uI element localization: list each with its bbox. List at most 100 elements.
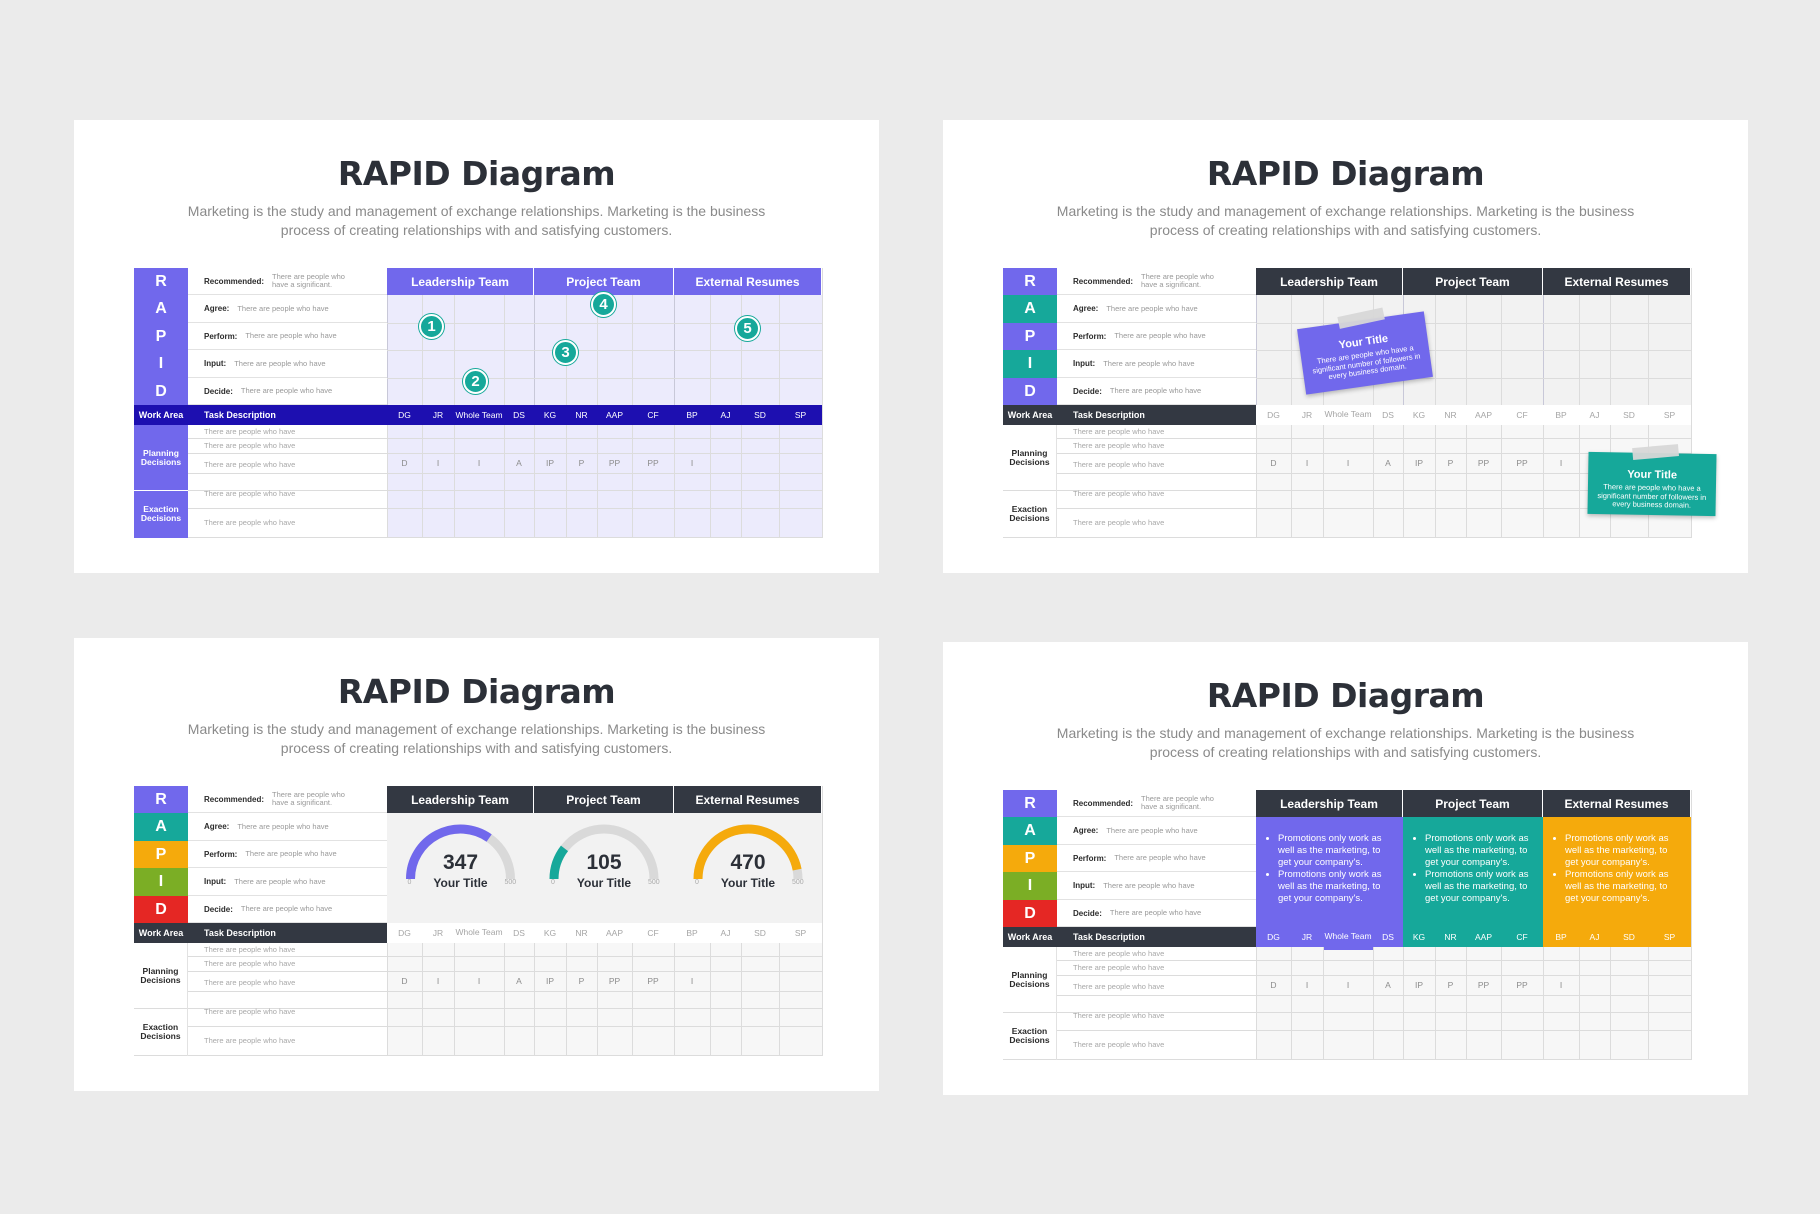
member-label: DS — [1373, 927, 1403, 947]
role-description: There are people who have — [1103, 880, 1195, 890]
slide-4[interactable]: RAPID Diagram Marketing is the study and… — [943, 642, 1748, 1095]
grid-line — [1403, 425, 1404, 538]
assignment-cell: I — [1305, 457, 1309, 468]
role-row: Perform: There are people who have — [1057, 845, 1256, 872]
assignment-cell: D — [401, 975, 408, 986]
member-label: AAP — [1474, 409, 1492, 420]
grid-line — [188, 438, 822, 439]
members-bar — [387, 405, 822, 425]
role-label: Perform: — [204, 331, 238, 341]
role-label: Agree: — [1073, 304, 1099, 313]
panel-bullets: Promotions only work as well as the mark… — [1278, 833, 1395, 905]
assignment-cell: I — [436, 975, 440, 986]
role-description: There are people who have — [240, 904, 333, 913]
grid-line — [1057, 1059, 1691, 1060]
slide-1[interactable]: RAPID Diagram Marketing is the study and… — [74, 120, 879, 573]
matrix-lower-background — [387, 943, 822, 1056]
role-label: Input: — [1073, 881, 1096, 890]
grid-line — [387, 425, 388, 538]
grid-line — [422, 943, 423, 1056]
marker-bubble: 4 — [591, 292, 616, 317]
grid-border — [1691, 268, 1692, 538]
grid-line — [1256, 350, 1691, 351]
work-area-header: Work Area — [134, 923, 188, 943]
grid-line — [741, 943, 742, 1056]
grid-line — [1057, 438, 1691, 439]
role-description: There are people who have a significant. — [1141, 272, 1214, 289]
note-title: Your Title — [1627, 468, 1678, 482]
slide-2[interactable]: RAPID Diagram Marketing is the study and… — [943, 120, 1748, 573]
member-label: AAP — [605, 927, 623, 938]
note-text: There are people who have a significant … — [1597, 482, 1707, 510]
grid-border — [822, 268, 823, 538]
grid-line — [188, 508, 822, 509]
role-description: There are people who have — [245, 849, 337, 858]
grid-line — [1256, 947, 1257, 1060]
member-label: DS — [513, 927, 525, 938]
gauge-arc — [693, 824, 803, 880]
rapid-letter-a: A — [134, 295, 188, 323]
rapid-letter-d: D — [1003, 378, 1057, 405]
assignment-cell: PP — [1516, 979, 1528, 990]
member-label: AJ — [720, 409, 731, 420]
grid-line — [1256, 425, 1257, 538]
grid-line — [534, 425, 535, 538]
assignment-cell: P — [1447, 979, 1454, 990]
member-label: DS — [513, 409, 525, 420]
gauge-value: 105 — [586, 851, 622, 874]
assignment-cell: PP — [1477, 979, 1490, 990]
role-description: There are people who have a significant. — [272, 272, 345, 289]
marker-bubble: 5 — [735, 316, 760, 341]
gauge: 105 Your Title 0 500 — [534, 813, 674, 923]
grid-line — [1543, 947, 1544, 1060]
task-line: There are people who have — [204, 945, 296, 954]
role-row: Recommended: There are people who have a … — [1057, 268, 1256, 295]
group-label-planning: Planning Decisions — [134, 943, 188, 1008]
assignment-cell: PP — [608, 457, 621, 468]
task-line: There are people who have — [204, 978, 296, 987]
grid-line — [422, 425, 423, 538]
slide-subtitle: Marketing is the study and management of… — [187, 721, 766, 756]
member-label: DG — [398, 927, 411, 938]
grid-line — [1501, 947, 1502, 1060]
grid-line — [188, 956, 822, 957]
task-line: There are people who have — [204, 959, 296, 968]
assignment-cell: A — [1385, 979, 1391, 990]
member-label: CF — [647, 927, 659, 938]
member-label: AAP — [605, 409, 623, 420]
assignment-cell: PP — [608, 975, 621, 986]
member-label: AJ — [1579, 927, 1610, 947]
member-label: BP — [686, 927, 698, 938]
panel-bullets: Promotions only work as well as the mark… — [1425, 833, 1535, 905]
grid-line — [779, 425, 780, 538]
role-label: Agree: — [204, 304, 230, 313]
team-panel: Promotions only work as well as the mark… — [1543, 817, 1691, 927]
assignment-cell: IP — [1414, 457, 1424, 468]
marker-bubble: 3 — [553, 340, 578, 365]
panel-bullet: Promotions only work as well as the mark… — [1425, 833, 1535, 869]
task-description-header: Task Description — [1057, 927, 1256, 947]
slide-3[interactable]: RAPID Diagram Marketing is the study and… — [74, 638, 879, 1091]
grid-line — [1291, 425, 1292, 538]
rapid-letter-i: I — [134, 350, 188, 378]
grid-border — [1691, 790, 1692, 1060]
role-description: There are people who have — [234, 358, 326, 368]
member-label: SD — [754, 409, 766, 420]
role-row: Recommended: There are people who have a … — [1057, 790, 1256, 817]
grid-line — [1373, 425, 1374, 538]
grid-line — [741, 425, 742, 538]
team-header: Leadership Team — [387, 268, 534, 295]
gauge-min: 0 — [551, 879, 555, 886]
role-description: There are people who have — [237, 303, 329, 313]
team-header: Project Team — [1403, 790, 1543, 817]
grid-line — [632, 425, 633, 538]
team-header: Leadership Team — [387, 786, 534, 813]
grid-line — [1003, 1059, 1057, 1060]
group-label-planning: Planning Decisions — [134, 425, 188, 490]
grid-line — [1003, 537, 1057, 538]
assignment-cell: P — [1447, 457, 1454, 468]
grid-line — [188, 473, 822, 474]
rapid-letter-r: R — [134, 786, 188, 813]
role-row: Agree: There are people who have — [188, 813, 387, 841]
assignment-cell: A — [516, 457, 522, 468]
